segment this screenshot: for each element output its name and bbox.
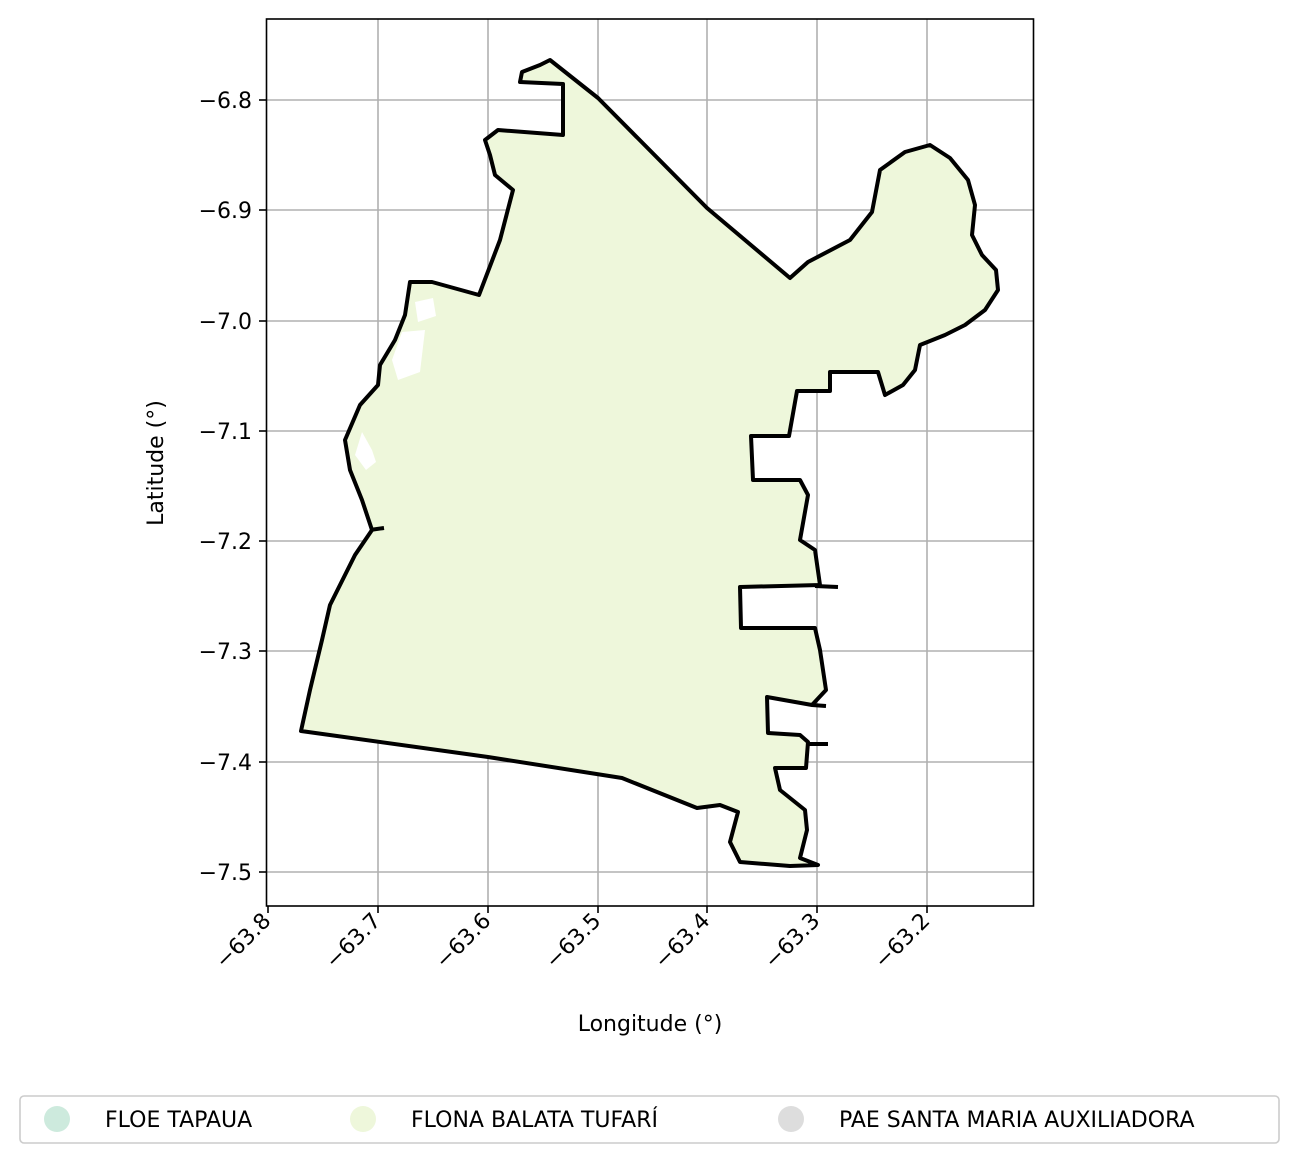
y-tick-label: −7.0 (199, 310, 252, 335)
x-axis: −63.8 −63.7 −63.6 −63.5 −63.4 −63.3 −63.… (211, 906, 935, 974)
y-tick-4: −7.2 (199, 530, 266, 555)
legend-label: PAE SANTA MARIA AUXILIADORA (839, 1108, 1195, 1133)
boundary-spur-4 (369, 526, 385, 532)
x-tick-label: −63.2 (870, 909, 935, 974)
legend-swatch (350, 1106, 376, 1132)
y-tick-6: −7.4 (199, 751, 266, 776)
legend-frame (19, 1095, 1280, 1144)
axes-frame (265, 18, 1035, 907)
x-tick-2: −63.6 (431, 906, 496, 974)
y-axis: −6.8 −6.9 −7.0 −7.1 −7.2 −7.3 −7.4 −7.5 (199, 89, 266, 886)
x-tick-4: −63.4 (650, 906, 715, 974)
x-tick-5: −63.3 (760, 906, 825, 974)
y-tick-label: −7.5 (199, 861, 252, 886)
x-tick-6: −63.2 (870, 906, 935, 974)
legend-swatch (778, 1106, 804, 1132)
legend-item-flona-balata-tufari: FLONA BALATA TUFARÍ (350, 1106, 658, 1133)
enclave-gap-2 (392, 330, 425, 380)
enclave-gaps (355, 298, 436, 470)
y-tick-2: −7.0 (199, 310, 266, 335)
x-tick-label: −63.6 (431, 909, 496, 974)
legend-item-pae-santa-maria-auxiliadora: PAE SANTA MARIA AUXILIADORA (778, 1106, 1195, 1133)
boundary-spurs (369, 526, 839, 746)
flona-balata-tufari-area (301, 60, 998, 866)
boundary-spur-2 (811, 703, 827, 708)
y-tick-label: −7.4 (199, 751, 252, 776)
y-tick-label: −6.8 (199, 89, 252, 114)
boundary-spur-1 (814, 584, 839, 589)
legend-label: FLOE TAPAUA (105, 1108, 252, 1133)
enclave-gap-1 (415, 298, 436, 322)
x-tick-0: −63.8 (211, 906, 276, 974)
y-axis-title: Latitude (°) (144, 400, 169, 526)
x-axis-title: Longitude (°) (578, 1012, 723, 1037)
x-tick-label: −63.4 (650, 909, 715, 974)
x-tick-label: −63.7 (321, 909, 386, 974)
y-tick-label: −7.2 (199, 530, 252, 555)
x-tick-label: −63.3 (760, 909, 825, 974)
y-tick-0: −6.8 (199, 89, 266, 114)
y-tick-label: −7.3 (199, 640, 252, 665)
x-tick-label: −63.8 (211, 909, 276, 974)
y-tick-3: −7.1 (199, 420, 266, 445)
x-tick-label: −63.5 (541, 909, 606, 974)
y-tick-label: −6.9 (199, 199, 252, 224)
x-tick-3: −63.5 (541, 906, 606, 974)
enclave-gap-3 (355, 432, 376, 470)
y-tick-1: −6.9 (199, 199, 266, 224)
y-tick-5: −7.3 (199, 640, 266, 665)
legend-label: FLONA BALATA TUFARÍ (411, 1107, 658, 1133)
legend: FLOE TAPAUA FLONA BALATA TUFARÍ PAE SANT… (19, 1095, 1280, 1144)
y-tick-7: −7.5 (199, 861, 266, 886)
x-tick-1: −63.7 (321, 906, 386, 974)
y-tick-label: −7.1 (199, 420, 252, 445)
legend-swatch (44, 1106, 70, 1132)
legend-item-floe-tapaua: FLOE TAPAUA (44, 1106, 252, 1133)
